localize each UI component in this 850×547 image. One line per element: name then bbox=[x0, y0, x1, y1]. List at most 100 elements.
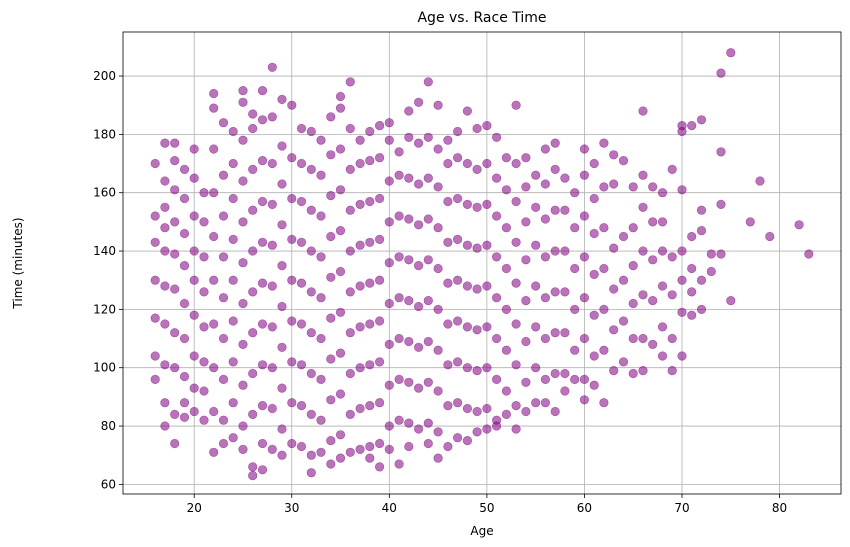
data-point bbox=[462, 281, 473, 291]
data-point bbox=[248, 328, 258, 338]
data-point bbox=[501, 409, 512, 420]
data-point bbox=[414, 179, 424, 189]
data-point bbox=[238, 380, 248, 390]
data-point bbox=[599, 223, 609, 233]
data-point bbox=[589, 310, 599, 320]
data-point bbox=[414, 424, 424, 434]
data-point bbox=[257, 401, 268, 411]
data-point bbox=[277, 220, 287, 230]
data-point bbox=[384, 339, 394, 350]
data-point bbox=[482, 363, 492, 373]
data-point bbox=[306, 368, 316, 379]
data-point bbox=[189, 383, 199, 393]
data-point bbox=[345, 368, 355, 379]
data-point bbox=[414, 383, 424, 393]
data-point bbox=[355, 281, 365, 291]
data-point bbox=[550, 205, 560, 215]
data-point bbox=[414, 138, 424, 148]
data-point bbox=[579, 333, 590, 344]
x-axis-label: Age bbox=[470, 524, 493, 538]
data-point bbox=[696, 226, 707, 236]
data-point bbox=[540, 144, 551, 154]
data-point bbox=[170, 328, 180, 338]
data-point bbox=[638, 290, 648, 300]
x-axis: 20 30 40 50 60 70 80 bbox=[187, 494, 787, 515]
data-point bbox=[531, 398, 541, 408]
data-point bbox=[550, 287, 560, 297]
data-point bbox=[521, 296, 531, 306]
data-point bbox=[540, 374, 551, 385]
data-point bbox=[511, 237, 521, 247]
data-point bbox=[453, 357, 463, 367]
x-tick-label: 30 bbox=[284, 501, 299, 515]
data-point bbox=[687, 120, 697, 131]
data-point bbox=[657, 351, 668, 361]
data-point bbox=[179, 333, 190, 344]
data-point bbox=[521, 336, 531, 347]
data-point bbox=[189, 144, 199, 154]
data-point bbox=[472, 123, 482, 134]
data-point bbox=[287, 275, 297, 285]
data-point bbox=[306, 246, 316, 256]
data-point bbox=[433, 263, 443, 274]
data-point bbox=[316, 447, 326, 457]
data-point bbox=[472, 406, 482, 417]
data-point bbox=[355, 158, 365, 169]
data-point bbox=[404, 336, 414, 347]
data-point bbox=[160, 360, 170, 370]
data-point bbox=[326, 436, 336, 446]
data-point bbox=[199, 357, 209, 367]
y-tick-label: 140 bbox=[93, 244, 116, 258]
data-point bbox=[599, 138, 609, 148]
data-point bbox=[267, 158, 277, 169]
data-point bbox=[394, 147, 404, 157]
data-point bbox=[277, 179, 287, 189]
data-point bbox=[618, 156, 629, 166]
data-point bbox=[267, 240, 277, 250]
data-point bbox=[501, 223, 512, 233]
data-point bbox=[433, 182, 443, 192]
data-point bbox=[433, 304, 443, 315]
data-point bbox=[462, 363, 473, 373]
data-point bbox=[638, 202, 648, 212]
data-point bbox=[238, 421, 248, 431]
data-point bbox=[599, 398, 609, 408]
data-point bbox=[521, 377, 531, 387]
data-point bbox=[277, 342, 287, 352]
data-point bbox=[257, 319, 268, 329]
data-point bbox=[267, 281, 277, 291]
data-point bbox=[296, 196, 307, 207]
data-point bbox=[384, 258, 394, 268]
x-tick-label: 70 bbox=[674, 501, 689, 515]
data-point bbox=[706, 266, 716, 277]
y-tick-label: 100 bbox=[93, 361, 116, 375]
data-point bbox=[472, 284, 482, 294]
data-point bbox=[404, 173, 414, 183]
data-point bbox=[170, 409, 180, 420]
data-point bbox=[657, 217, 668, 227]
data-point bbox=[345, 164, 355, 174]
data-point bbox=[365, 453, 375, 463]
data-point bbox=[170, 185, 180, 195]
data-point bbox=[189, 275, 199, 285]
data-point bbox=[209, 88, 219, 99]
data-point bbox=[404, 418, 414, 428]
data-point bbox=[150, 351, 160, 361]
data-point bbox=[599, 345, 609, 355]
data-point bbox=[550, 246, 560, 256]
data-point bbox=[375, 120, 385, 131]
data-point bbox=[599, 182, 609, 192]
data-point bbox=[306, 164, 316, 174]
data-point bbox=[179, 261, 190, 271]
data-point bbox=[296, 319, 307, 329]
data-point bbox=[579, 252, 590, 262]
data-point bbox=[501, 304, 512, 315]
data-point bbox=[511, 100, 521, 110]
data-point bbox=[589, 158, 599, 169]
data-point bbox=[472, 366, 482, 376]
data-point bbox=[521, 406, 531, 417]
data-point bbox=[384, 380, 394, 390]
data-point bbox=[404, 377, 414, 387]
data-point bbox=[433, 427, 443, 437]
data-point bbox=[209, 319, 219, 329]
